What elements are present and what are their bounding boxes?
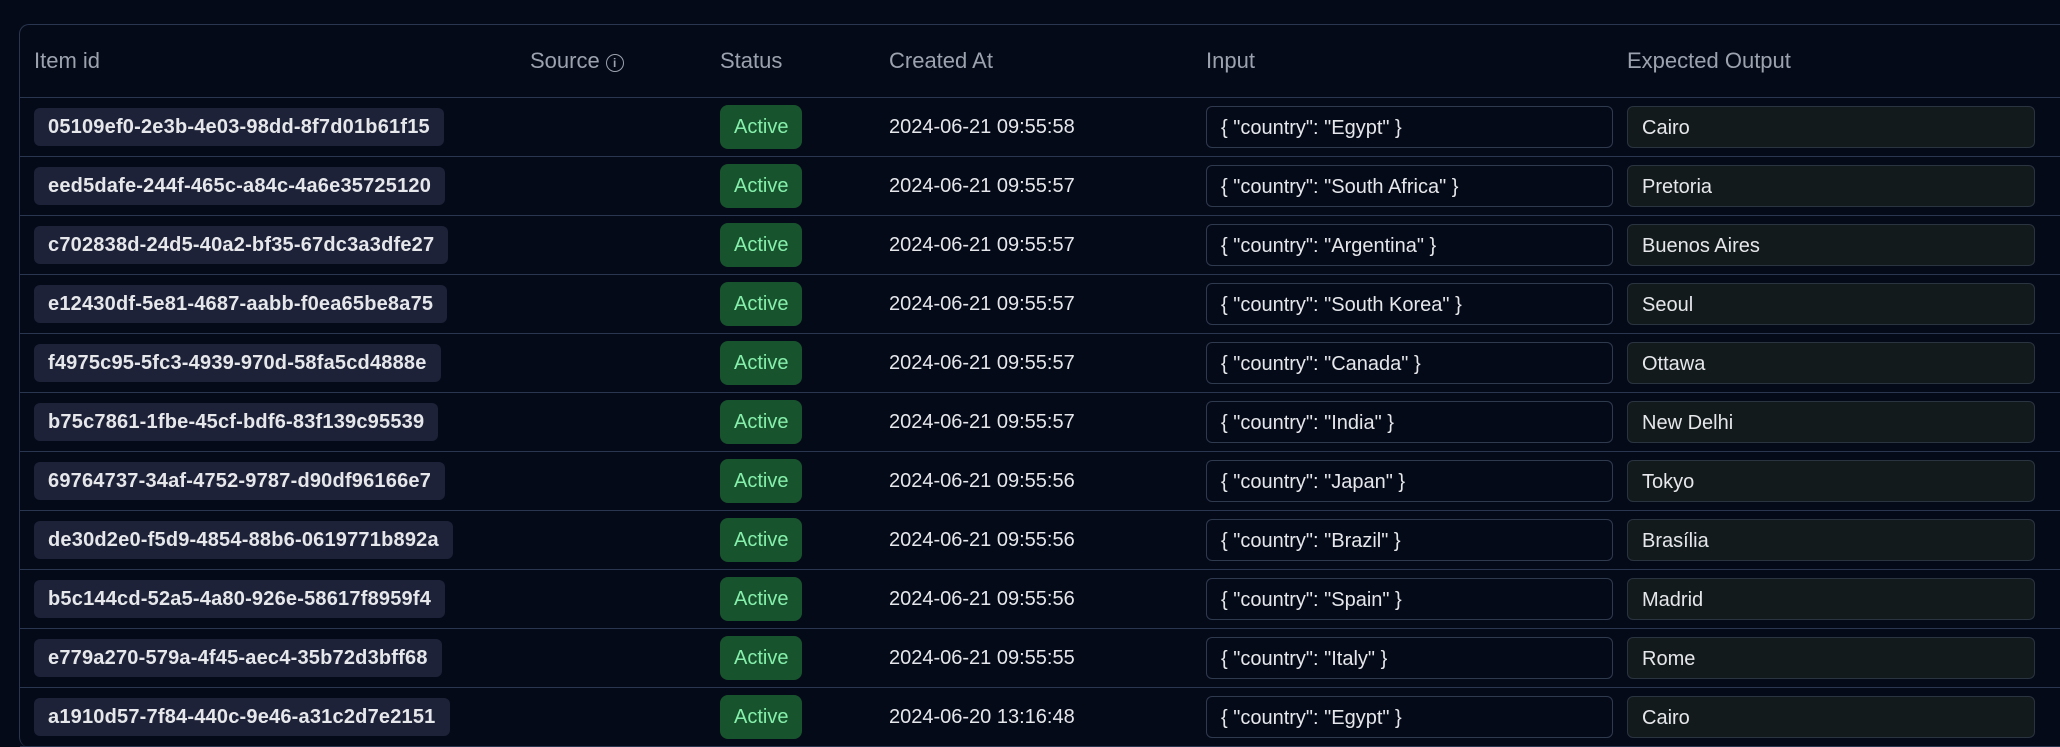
input-field[interactable]: { "country": "Spain" } [1206,578,1613,620]
created-at: 2024-06-21 09:55:56 [889,587,1075,610]
status-badge: Active [720,164,803,208]
status-badge: Active [720,341,803,385]
expected-output-field[interactable]: Seoul [1627,283,2035,325]
expected-output-field[interactable]: Tokyo [1627,460,2035,502]
input-field[interactable]: { "country": "India" } [1206,401,1613,443]
header-status[interactable]: Status [720,48,783,73]
expected-output-field[interactable]: Cairo [1627,696,2035,738]
created-at: 2024-06-21 09:55:57 [889,292,1075,315]
item-id-pill[interactable]: a1910d57-7f84-440c-9e46-a31c2d7e2151 [34,698,450,736]
input-field[interactable]: { "country": "Egypt" } [1206,696,1613,738]
table-row[interactable]: f4975c95-5fc3-4939-970d-58fa5cd4888e Act… [20,334,2060,393]
status-badge: Active [720,223,803,267]
header-expected-output[interactable]: Expected Output [1627,48,1791,73]
item-id-pill[interactable]: e12430df-5e81-4687-aabb-f0ea65be8a75 [34,285,448,323]
table-header: Item id Source i Status Created At Input … [20,25,2060,98]
input-field[interactable]: { "country": "Canada" } [1206,342,1613,384]
item-id-pill[interactable]: b5c144cd-52a5-4a80-926e-58617f8959f4 [34,580,446,618]
table-row[interactable]: a1910d57-7f84-440c-9e46-a31c2d7e2151 Act… [20,688,2060,747]
created-at: 2024-06-21 09:55:57 [889,351,1075,374]
table-row[interactable]: c702838d-24d5-40a2-bf35-67dc3a3dfe27 Act… [20,216,2060,275]
input-field[interactable]: { "country": "Italy" } [1206,637,1613,679]
created-at: 2024-06-21 09:55:56 [889,528,1075,551]
status-badge: Active [720,459,803,503]
input-field[interactable]: { "country": "South Korea" } [1206,283,1613,325]
input-field[interactable]: { "country": "Brazil" } [1206,519,1613,561]
table-row[interactable]: 05109ef0-2e3b-4e03-98dd-8f7d01b61f15 Act… [20,98,2060,157]
dataset-items-table: Item id Source i Status Created At Input … [19,24,2060,747]
header-input[interactable]: Input [1206,48,1255,73]
table-row[interactable]: e779a270-579a-4f45-aec4-35b72d3bff68 Act… [20,629,2060,688]
item-id-pill[interactable]: de30d2e0-f5d9-4854-88b6-0619771b892a [34,521,453,559]
table-row[interactable]: e12430df-5e81-4687-aabb-f0ea65be8a75 Act… [20,275,2060,334]
header-item-id[interactable]: Item id [34,48,101,73]
created-at: 2024-06-21 09:55:56 [889,469,1075,492]
status-badge: Active [720,282,803,326]
expected-output-field[interactable]: Brasília [1627,519,2035,561]
item-id-pill[interactable]: b75c7861-1fbe-45cf-bdf6-83f139c95539 [34,403,439,441]
created-at: 2024-06-21 09:55:55 [889,646,1075,669]
status-badge: Active [720,577,803,621]
created-at: 2024-06-21 09:55:57 [889,174,1075,197]
header-source: Source i [530,48,720,74]
input-field[interactable]: { "country": "South Africa" } [1206,165,1613,207]
input-field[interactable]: { "country": "Egypt" } [1206,106,1613,148]
item-id-pill[interactable]: 05109ef0-2e3b-4e03-98dd-8f7d01b61f15 [34,108,444,146]
table-row[interactable]: b5c144cd-52a5-4a80-926e-58617f8959f4 Act… [20,570,2060,629]
expected-output-field[interactable]: Cairo [1627,106,2035,148]
item-id-pill[interactable]: c702838d-24d5-40a2-bf35-67dc3a3dfe27 [34,226,449,264]
expected-output-field[interactable]: Rome [1627,637,2035,679]
table-row[interactable]: eed5dafe-244f-465c-a84c-4a6e35725120 Act… [20,157,2060,216]
item-id-pill[interactable]: e779a270-579a-4f45-aec4-35b72d3bff68 [34,639,442,677]
table-row[interactable]: 69764737-34af-4752-9787-d90df96166e7 Act… [20,452,2060,511]
status-badge: Active [720,695,803,739]
expected-output-field[interactable]: New Delhi [1627,401,2035,443]
status-badge: Active [720,636,803,680]
expected-output-field[interactable]: Buenos Aires [1627,224,2035,266]
created-at: 2024-06-21 09:55:57 [889,410,1075,433]
expected-output-field[interactable]: Pretoria [1627,165,2035,207]
table-row[interactable]: b75c7861-1fbe-45cf-bdf6-83f139c95539 Act… [20,393,2060,452]
input-field[interactable]: { "country": "Japan" } [1206,460,1613,502]
expected-output-field[interactable]: Madrid [1627,578,2035,620]
item-id-pill[interactable]: eed5dafe-244f-465c-a84c-4a6e35725120 [34,167,446,205]
item-id-pill[interactable]: f4975c95-5fc3-4939-970d-58fa5cd4888e [34,344,441,382]
created-at: 2024-06-20 13:16:48 [889,705,1075,728]
created-at: 2024-06-21 09:55:57 [889,233,1075,256]
item-id-pill[interactable]: 69764737-34af-4752-9787-d90df96166e7 [34,462,446,500]
status-badge: Active [720,400,803,444]
header-source-label: Source [530,48,600,73]
header-created-at[interactable]: Created At [889,48,993,73]
info-circle-icon[interactable]: i [605,54,624,72]
expected-output-field[interactable]: Ottawa [1627,342,2035,384]
status-badge: Active [720,518,803,562]
created-at: 2024-06-21 09:55:58 [889,115,1075,138]
table-row[interactable]: de30d2e0-f5d9-4854-88b6-0619771b892a Act… [20,511,2060,570]
input-field[interactable]: { "country": "Argentina" } [1206,224,1613,266]
status-badge: Active [720,105,803,149]
